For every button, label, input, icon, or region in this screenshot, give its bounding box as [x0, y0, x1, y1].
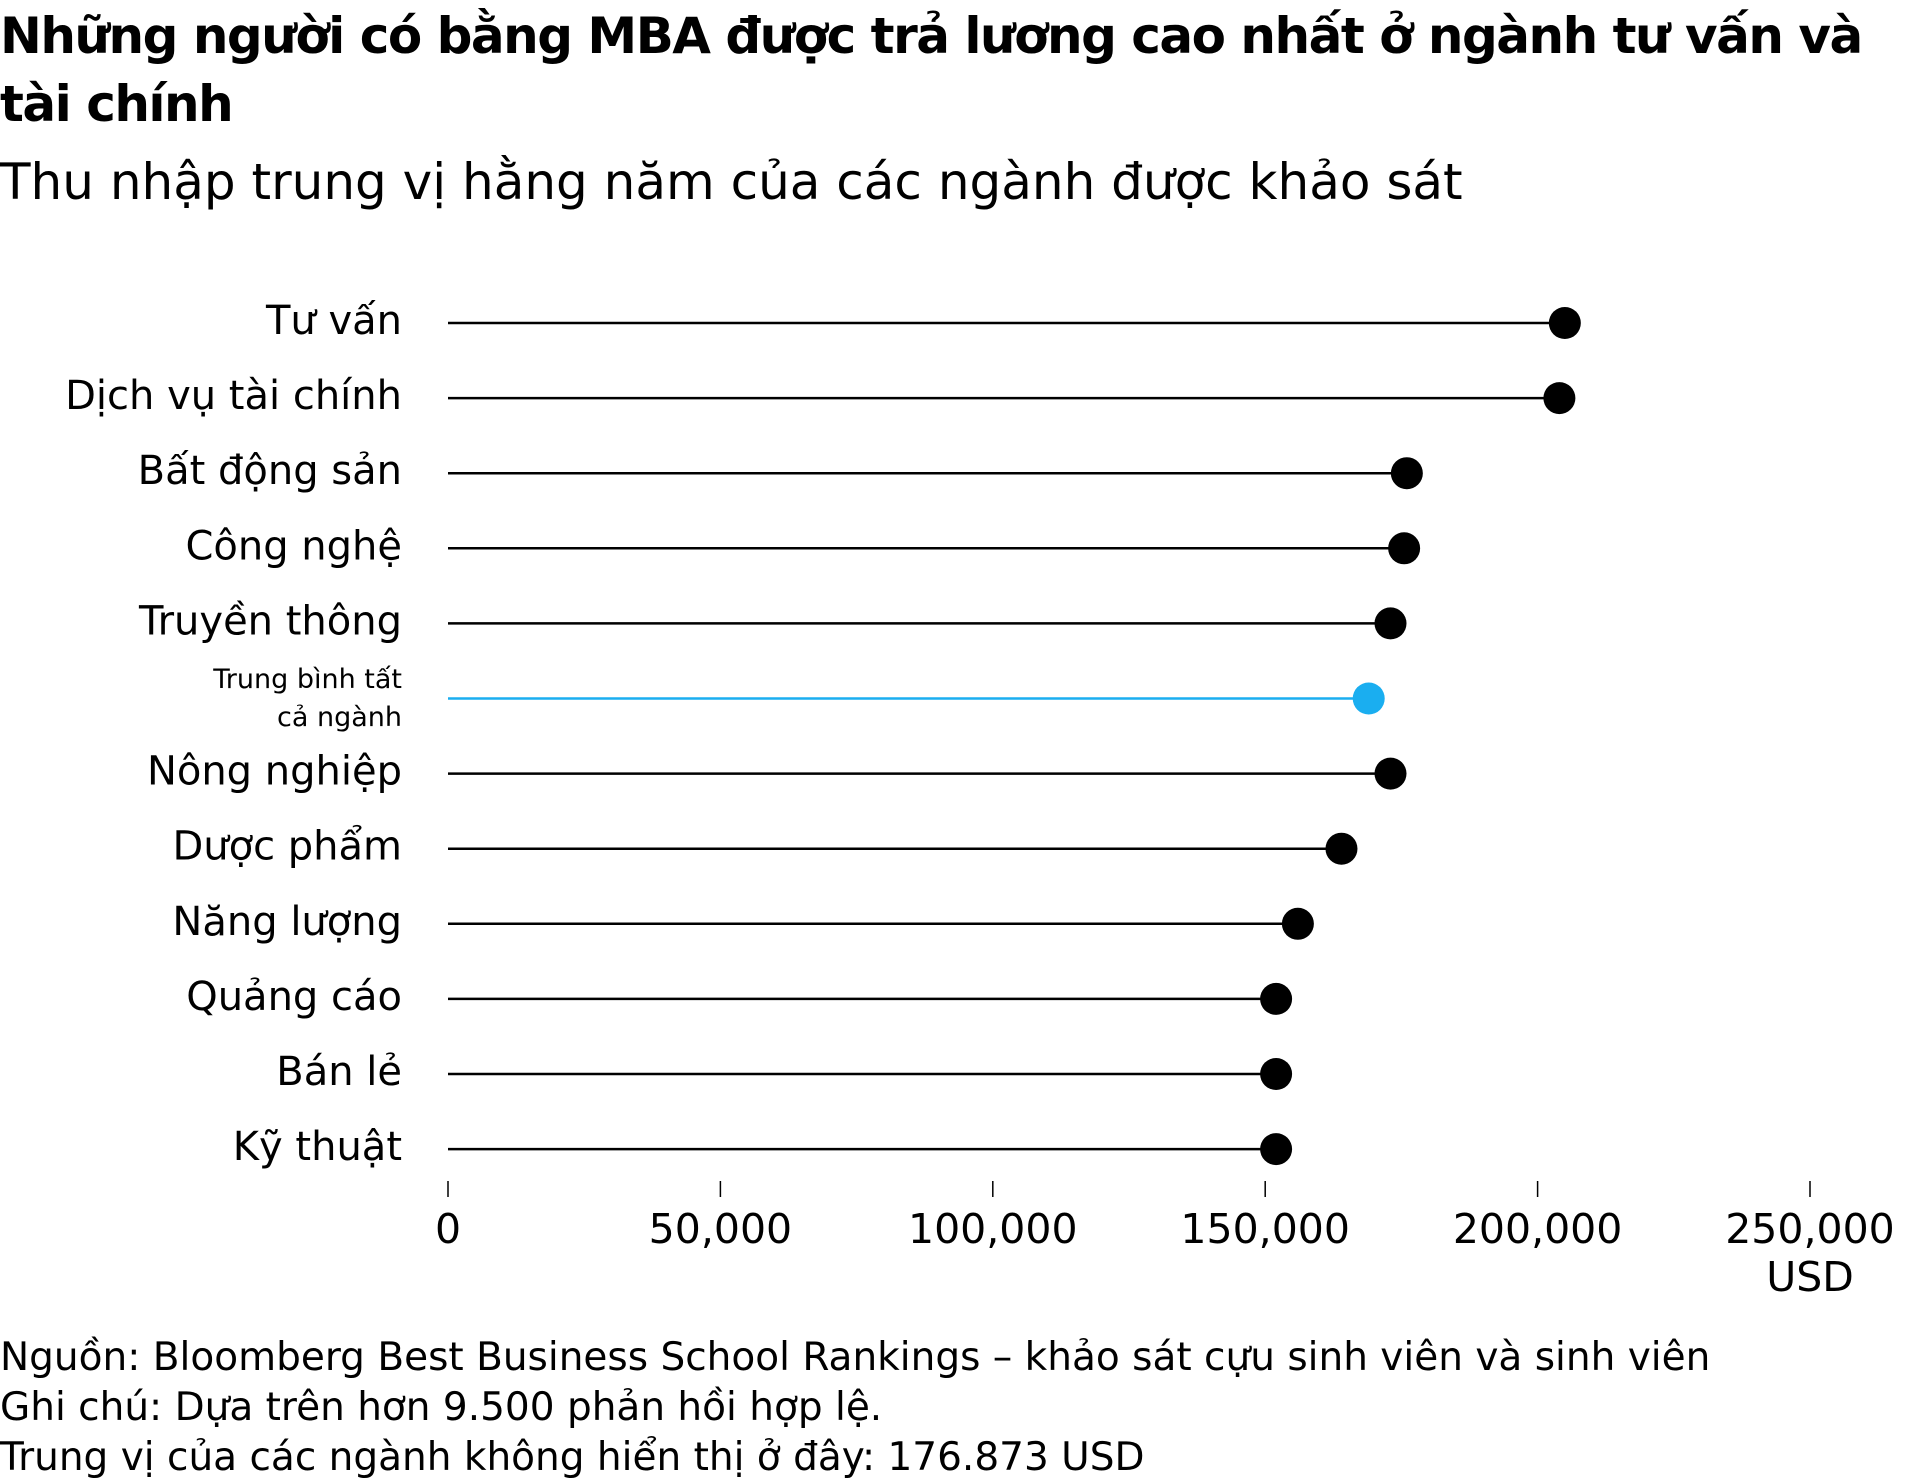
category-label: Truyền thông: [138, 598, 402, 644]
category-label: Tư vấn: [265, 298, 402, 344]
note: Nguồn: Bloomberg Best Business School Ra…: [0, 1335, 1711, 1380]
dot: [1548, 307, 1581, 339]
category-label-box: Trung bình tất cả ngành: [213, 663, 402, 733]
dot: [1543, 382, 1576, 415]
category-label: Bất động sản: [138, 448, 402, 494]
category-label: Năng lượng: [172, 899, 402, 945]
category-label: Công nghệ: [185, 523, 402, 569]
chart-subtitle: Thu nhập trung vị hằng năm của các ngành…: [0, 153, 1463, 211]
dot: [1260, 1133, 1293, 1166]
x-tick-label: 200,000: [1453, 1205, 1623, 1253]
dot: [1388, 532, 1421, 565]
dot: [1260, 982, 1293, 1015]
x-tick-label: 0: [435, 1205, 461, 1253]
dot: [1325, 832, 1358, 865]
category-label: Kỹ thuật: [233, 1124, 402, 1170]
category-label: Nông nghiệp: [147, 749, 402, 795]
x-tick-label: 250,000: [1725, 1205, 1895, 1253]
dot: [1352, 682, 1385, 715]
category-label: Bán lẻ: [276, 1049, 402, 1095]
category-label: Trung bình tất cả ngành: [213, 663, 402, 733]
chart-title: Những người có bằng MBA được trả lương c…: [0, 7, 1863, 133]
dot: [1281, 907, 1314, 940]
dot: [1390, 457, 1423, 490]
dot: [1374, 607, 1407, 640]
x-axis-label: USD: [1766, 1253, 1854, 1301]
x-tick-label: 50,000: [649, 1205, 792, 1253]
note: Trung vị của các ngành không hiển thị ở …: [0, 1435, 1145, 1480]
note: Ghi chú: Dựa trên hơn 9.500 phản hồi hợp…: [0, 1385, 883, 1430]
category-label: Quảng cáo: [186, 974, 402, 1020]
x-tick-label: 100,000: [908, 1205, 1078, 1253]
dot: [1260, 1058, 1293, 1090]
notes: Nguồn: Bloomberg Best Business School Ra…: [0, 1333, 1710, 1483]
category-label: Dược phẩm: [172, 824, 402, 870]
dot: [1374, 757, 1407, 790]
x-tick-label: 150,000: [1180, 1205, 1350, 1253]
category-label: Dịch vụ tài chính: [65, 373, 402, 419]
